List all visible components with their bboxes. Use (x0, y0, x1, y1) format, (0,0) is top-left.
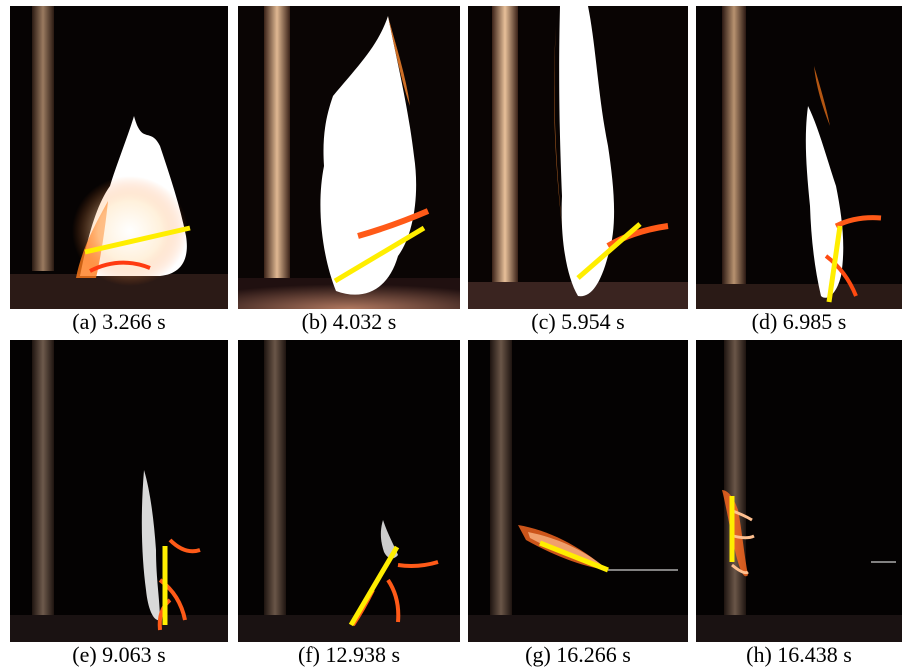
caption-f: (f) 12.938 s (238, 642, 460, 668)
caption-c: (c) 5.954 s (468, 309, 688, 335)
marker-line-f (351, 547, 397, 625)
caption-a: (a) 3.266 s (10, 309, 228, 335)
panel-c: (c) 5.954 s (468, 6, 688, 334)
caption-d: (d) 6.985 s (696, 309, 902, 335)
marker-line-d (829, 226, 840, 302)
video-frame-c (468, 6, 688, 309)
marker-line-g (540, 543, 608, 570)
panel-f: (f) 12.938 s (238, 340, 460, 672)
caption-g: (g) 16.266 s (468, 642, 688, 668)
video-frame-g (468, 340, 688, 642)
caption-e: (e) 9.063 s (10, 642, 228, 668)
panel-a: (a) 3.266 s (10, 6, 228, 334)
video-frame-b (238, 6, 460, 309)
panel-g: (g) 16.266 s (468, 340, 688, 672)
video-frame-h (696, 340, 902, 642)
panel-e: (e) 9.063 s (10, 340, 228, 672)
panel-d: (d) 6.985 s (696, 6, 902, 334)
video-frame-e (10, 340, 228, 642)
video-frame-a (10, 6, 228, 309)
panel-h: (h) 16.438 s (696, 340, 902, 672)
video-frame-f (238, 340, 460, 642)
marker-line-a (85, 228, 190, 252)
marker-line-c (578, 224, 640, 278)
marker-line-b (335, 228, 424, 281)
video-frame-d (696, 6, 902, 309)
caption-b: (b) 4.032 s (238, 309, 460, 335)
panel-b: (b) 4.032 s (238, 6, 460, 334)
caption-h: (h) 16.438 s (696, 642, 902, 668)
